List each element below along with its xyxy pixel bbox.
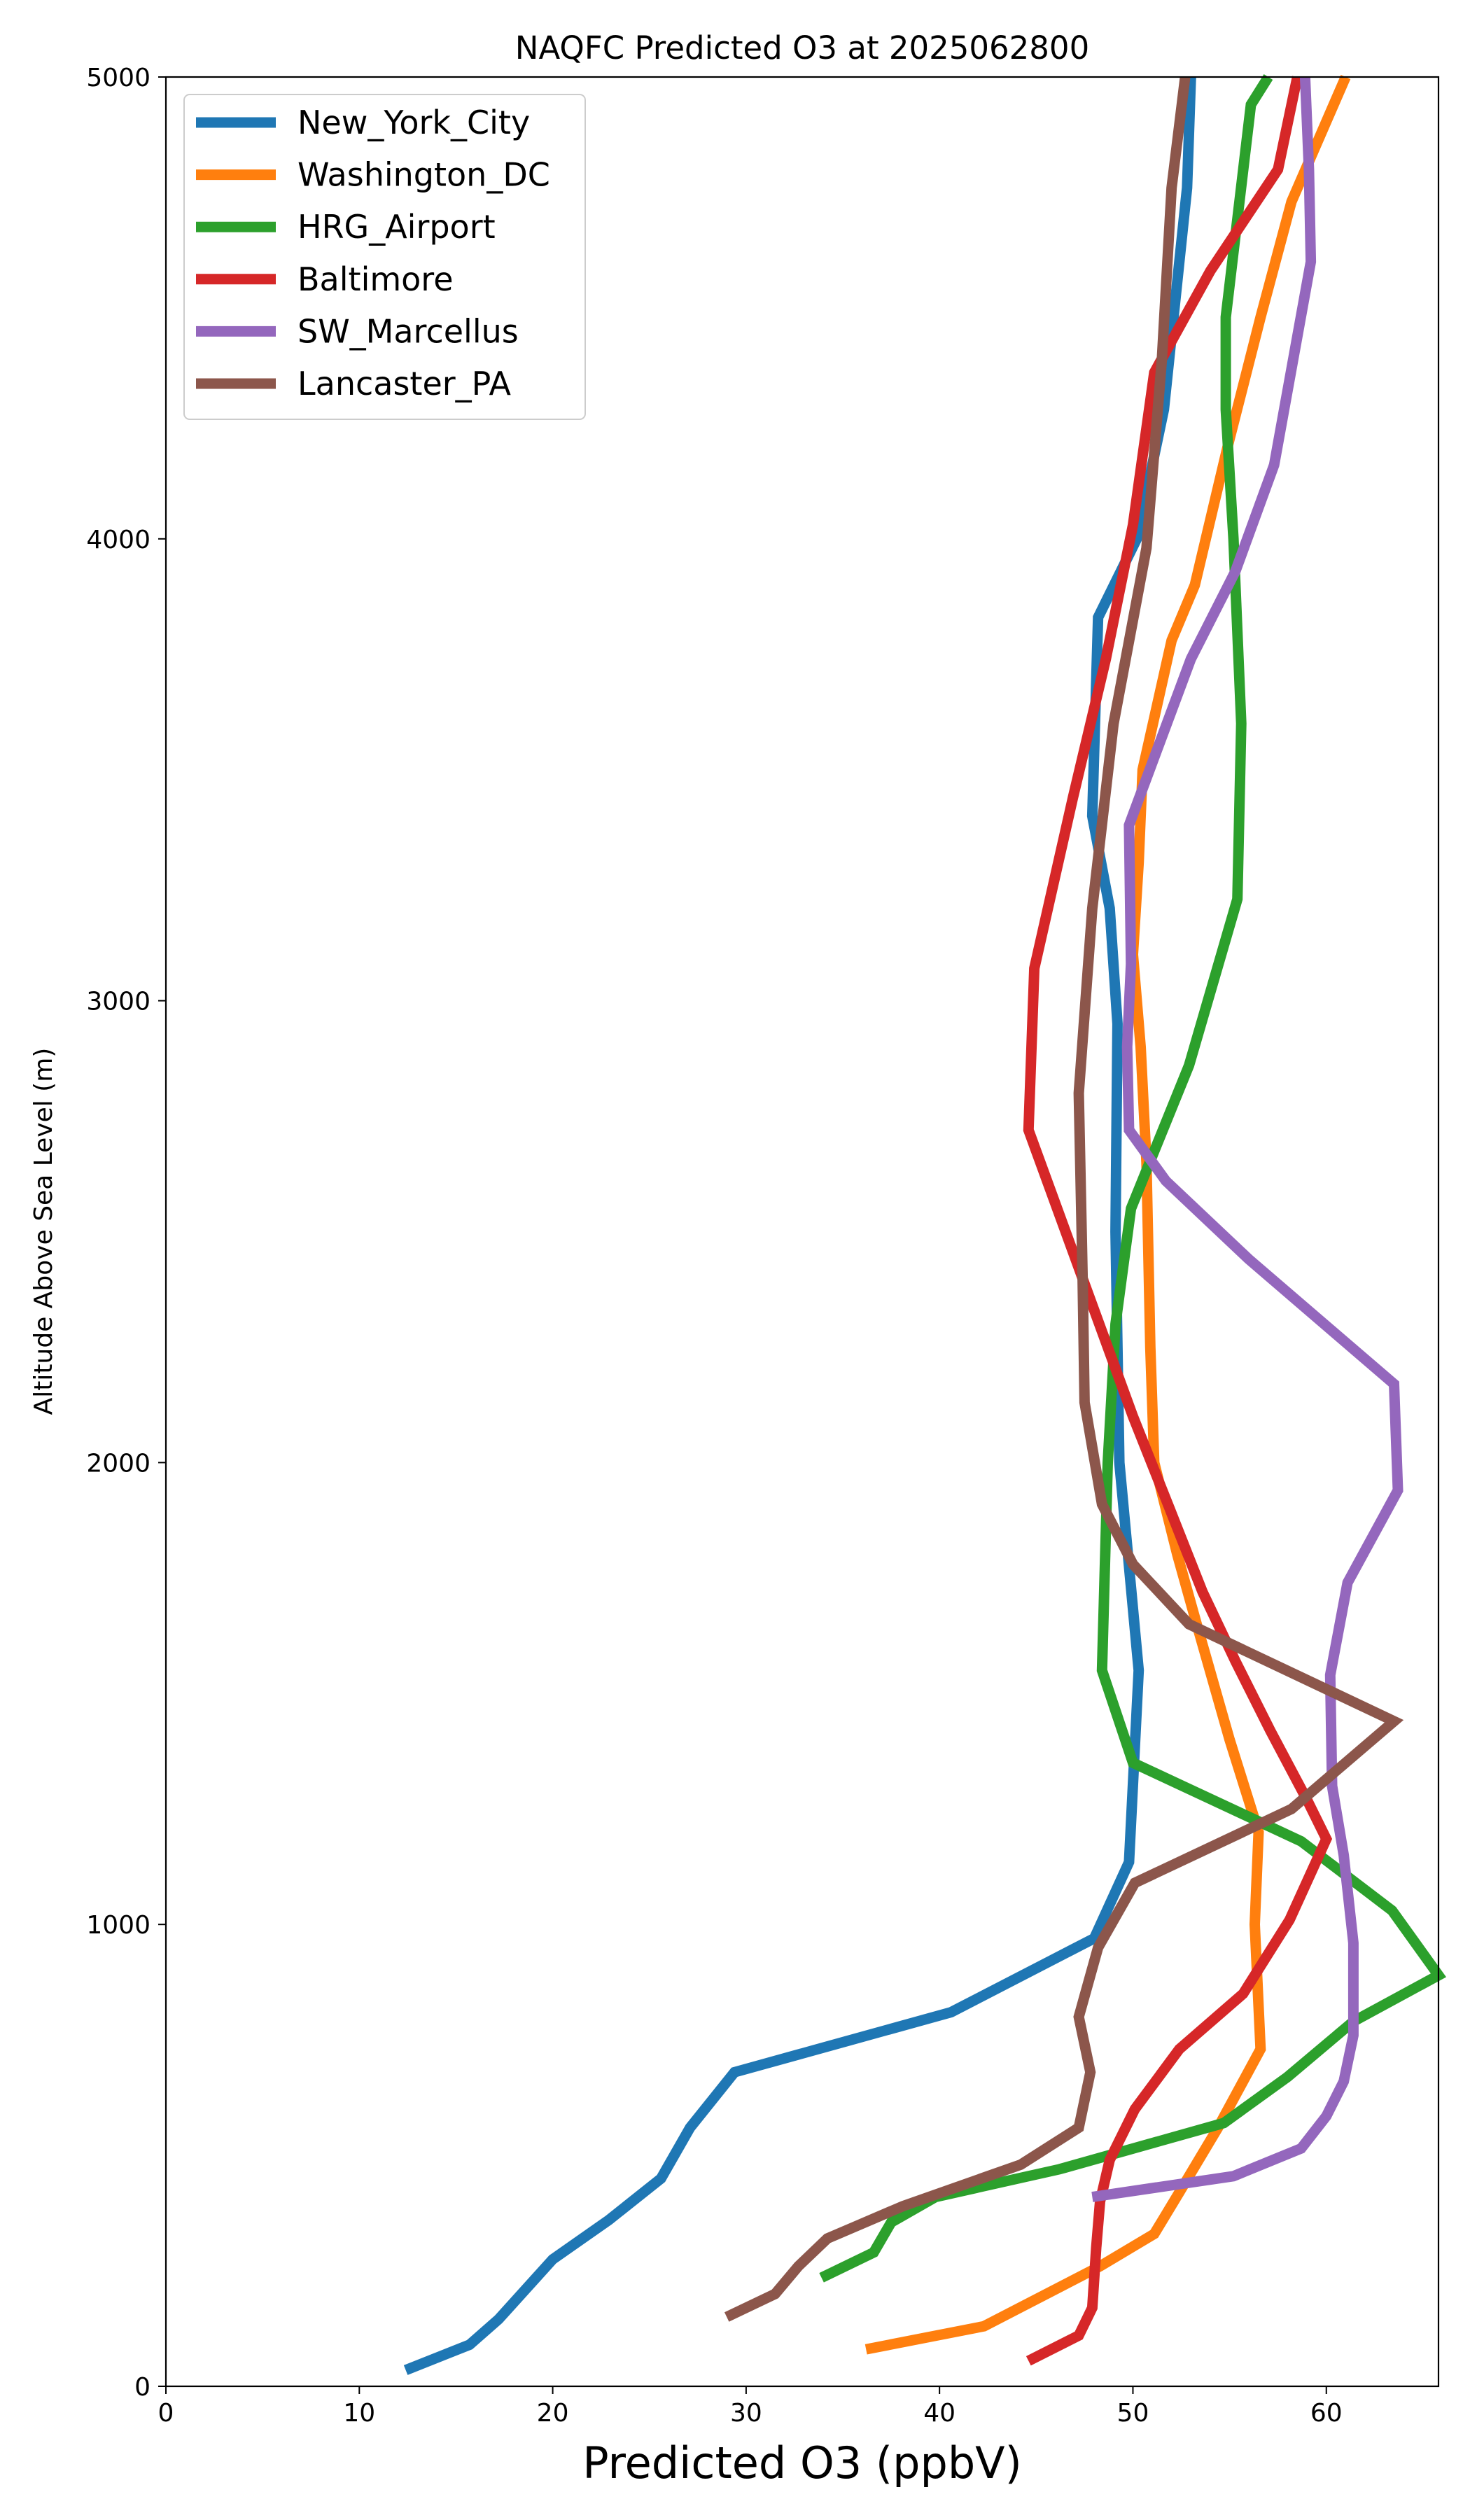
legend: New_York_City Washington_DC HRG_Airport Bal… <box>183 94 586 420</box>
y-tick-label: 2000 <box>86 1449 150 1478</box>
y-tick-label: 5000 <box>86 64 150 92</box>
y-tick-label: 1000 <box>86 1911 150 1940</box>
x-axis-ticks: 0 10 20 30 40 50 60 <box>158 2386 1343 2428</box>
y-axis-ticks: 0 1000 2000 3000 4000 5000 <box>86 64 166 2402</box>
series-line-lancaster-pa <box>724 76 1404 2322</box>
legend-label-lancaster-pa: Lancaster_PA <box>298 365 511 402</box>
legend-box <box>183 94 586 420</box>
x-tick-label: 40 <box>923 2399 955 2428</box>
legend-label-baltimore: Baltimore <box>298 260 454 298</box>
legend-label-sw-marcellus: SW_Marcellus <box>298 312 519 350</box>
series-line-hrg-airport <box>819 74 1447 2283</box>
x-tick-label: 0 <box>158 2399 174 2428</box>
legend-label-hrg-airport: HRG_Airport <box>298 208 496 246</box>
y-axis-label: Altitude Above Sea Level (m) <box>29 1048 58 1415</box>
y-tick-label: 0 <box>134 2373 150 2402</box>
x-tick-label: 30 <box>730 2399 762 2428</box>
plot-area-frame <box>164 76 1440 2388</box>
legend-label-washington-dc: Washington_DC <box>298 156 550 194</box>
y-tick-label: 3000 <box>86 988 150 1016</box>
x-tick-label: 20 <box>537 2399 569 2428</box>
x-axis-label: Predicted O3 (ppbV) <box>582 2437 1022 2488</box>
plot-lines-layer <box>403 74 1447 2375</box>
series-line-baltimore <box>1023 76 1333 2366</box>
x-tick-label: 10 <box>343 2399 375 2428</box>
chart-title: NAQFC Predicted O3 at 2025062800 <box>515 29 1089 66</box>
x-tick-label: 50 <box>1117 2399 1149 2428</box>
y-tick-label: 4000 <box>86 526 150 554</box>
series-line-sw-marcellus <box>1091 76 1404 2202</box>
x-tick-label: 60 <box>1310 2399 1343 2428</box>
legend-label-new-york-city: New_York_City <box>298 104 530 141</box>
